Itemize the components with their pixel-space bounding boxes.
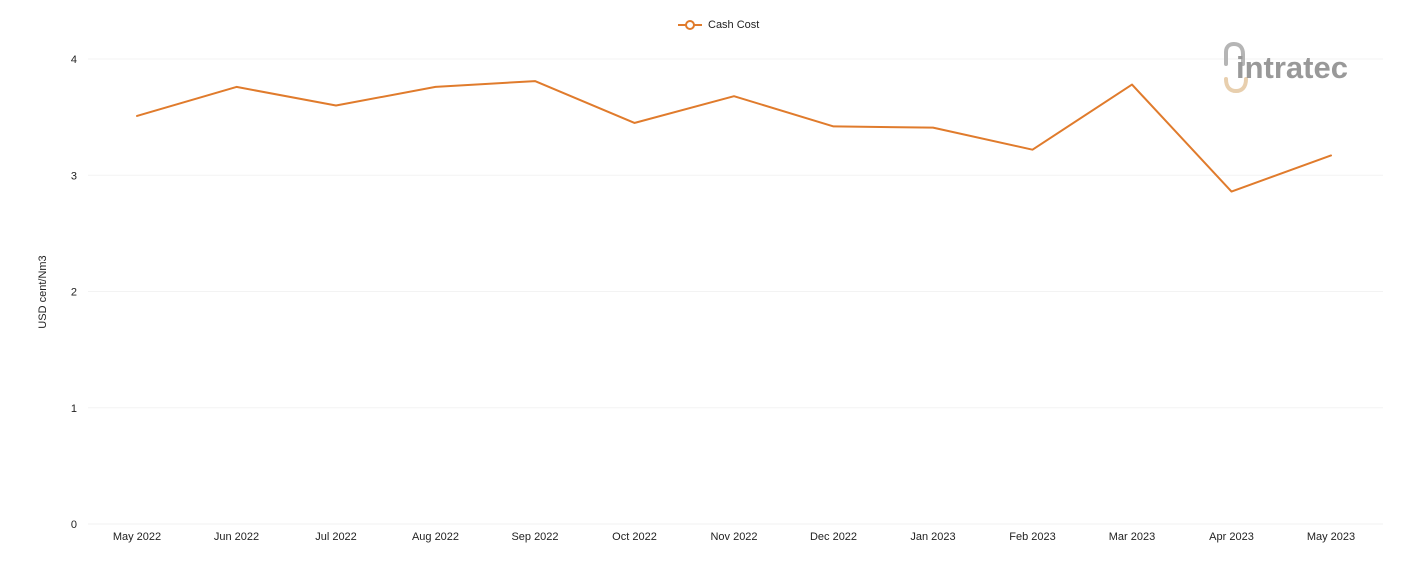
- y-tick-label: 1: [71, 403, 77, 415]
- y-axis-title: USD cent/Nm3: [37, 255, 49, 328]
- intratec-logo: intratec: [1224, 41, 1348, 94]
- x-tick-label: Jun 2022: [214, 531, 259, 543]
- y-tick-label: 4: [71, 54, 77, 66]
- cash-cost-series-line: [136, 80, 1332, 193]
- legend-label: Cash Cost: [708, 19, 760, 31]
- x-tick-label: May 2023: [1307, 531, 1355, 543]
- x-tick-label: Jan 2023: [910, 531, 955, 543]
- x-tick-label: Oct 2022: [612, 531, 657, 543]
- x-tick-label: Sep 2022: [511, 531, 558, 543]
- x-tick-label: Dec 2022: [810, 531, 857, 543]
- x-tick-label: Mar 2023: [1109, 531, 1155, 543]
- y-tick-label: 0: [71, 519, 77, 531]
- x-tick-label: Apr 2023: [1209, 531, 1254, 543]
- logo-text: intratec: [1236, 50, 1348, 85]
- legend-line-marker-icon: [678, 20, 702, 30]
- x-tick-label: Nov 2022: [710, 531, 757, 543]
- legend[interactable]: Cash Cost: [678, 17, 759, 33]
- x-tick-label: Feb 2023: [1009, 531, 1055, 543]
- x-tick-label: Jul 2022: [315, 531, 357, 543]
- logo-arc-icon: [1224, 41, 1245, 66]
- x-tick-label: Aug 2022: [412, 531, 459, 543]
- x-tick-label: May 2022: [113, 531, 161, 543]
- y-tick-label: 3: [71, 170, 77, 182]
- y-tick-label: 2: [71, 287, 77, 299]
- logo-lower-arc-icon: [1224, 77, 1248, 94]
